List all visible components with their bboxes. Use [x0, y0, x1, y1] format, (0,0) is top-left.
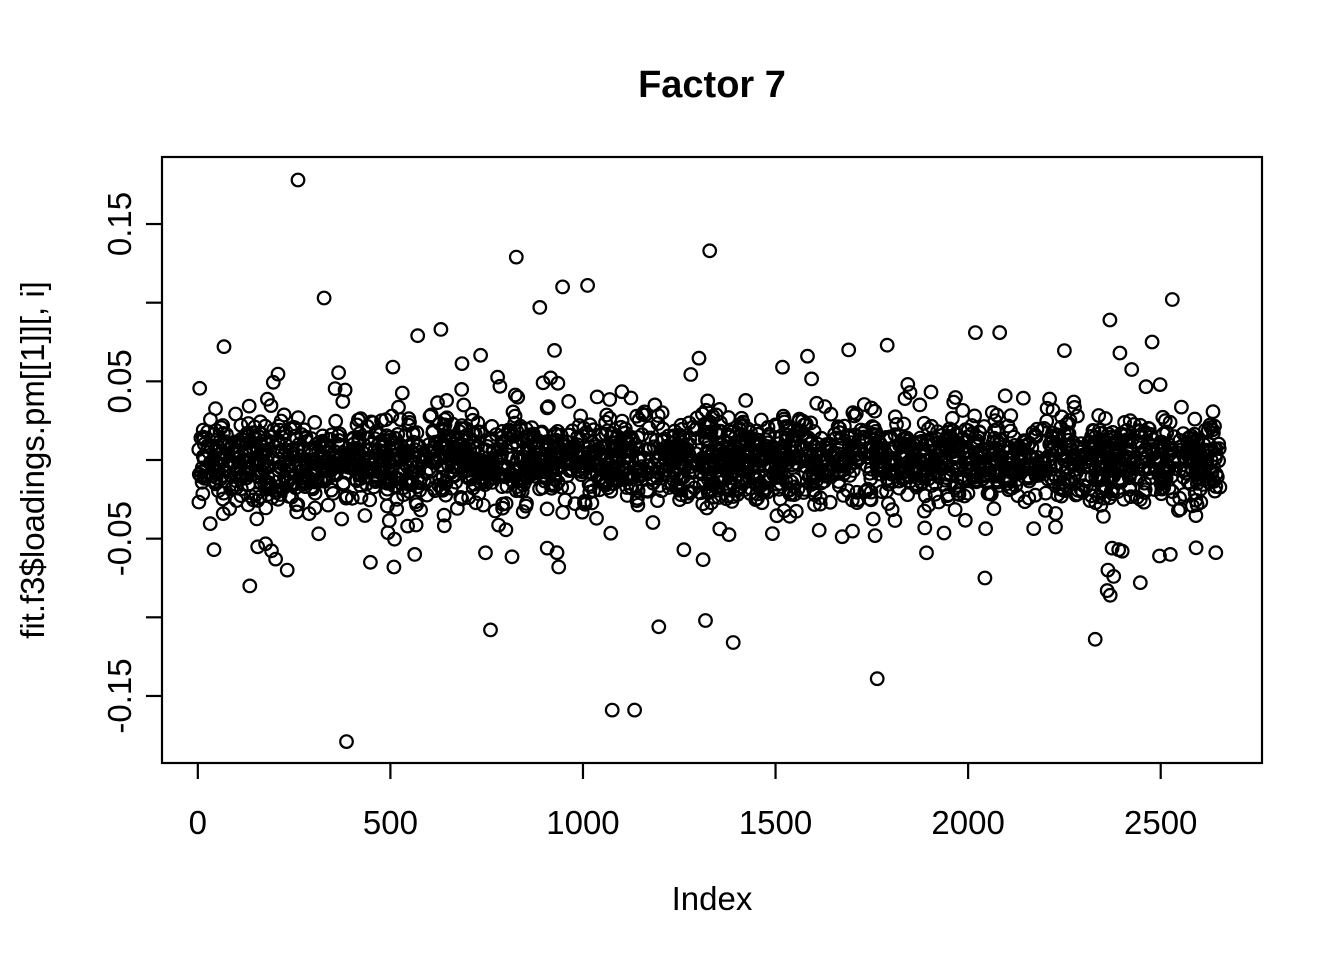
x-tick-label: 0 [189, 804, 207, 841]
x-tick-label: 1000 [546, 804, 619, 841]
chart-title: Factor 7 [638, 64, 786, 106]
y-tick-label: 0.15 [101, 192, 138, 256]
x-tick-label: 2000 [931, 804, 1004, 841]
x-tick-label: 1500 [739, 804, 812, 841]
x-tick-label: 2500 [1124, 804, 1197, 841]
y-tick-label: -0.05 [101, 501, 138, 576]
data-points-cloud [191, 334, 1228, 586]
y-tick-label: -0.15 [101, 658, 138, 733]
axis-ticks: 0 500 1000 1500 2000 2500 0.15 0.05 -0.05 -0.15 [101, 192, 1197, 841]
data-points-outliers [206, 172, 1180, 749]
data-points [191, 172, 1228, 749]
x-axis-label: Index [672, 880, 753, 917]
y-tick-label: 0.05 [101, 349, 138, 413]
x-tick-label: 500 [363, 804, 418, 841]
y-axis-label: fit.f3$loadings.pm[[1]][, i] [14, 281, 51, 639]
plot-box [160, 155, 1264, 765]
